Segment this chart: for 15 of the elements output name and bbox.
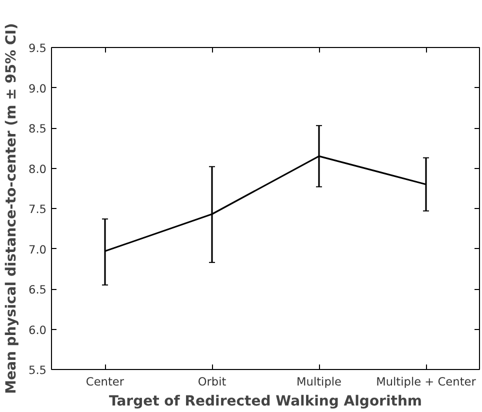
y-tick-label: 8.5: [28, 122, 46, 136]
y-axis-title: Mean physical distance-to-center (m ± 95% CI): [3, 23, 20, 394]
x-axis-title: Target of Redirected Walking Algorithm: [108, 394, 422, 410]
y-tick-label: 8.0: [28, 162, 46, 176]
y-tick-label: 6.0: [28, 322, 46, 337]
y-tick-label: 5.5: [28, 363, 46, 377]
y-tick-label: 7.0: [28, 242, 46, 256]
y-tick-label: 9.5: [28, 41, 46, 55]
y-tick-label: 7.5: [28, 202, 46, 216]
y-tick-label: 6.5: [28, 282, 46, 296]
x-tick-label: Multiple: [296, 374, 342, 388]
y-tick-label: 9.0: [28, 81, 46, 96]
x-tick-label: Center: [86, 374, 124, 388]
x-tick-label: Multiple + Center: [376, 374, 476, 388]
x-tick-label: Orbit: [198, 374, 227, 388]
